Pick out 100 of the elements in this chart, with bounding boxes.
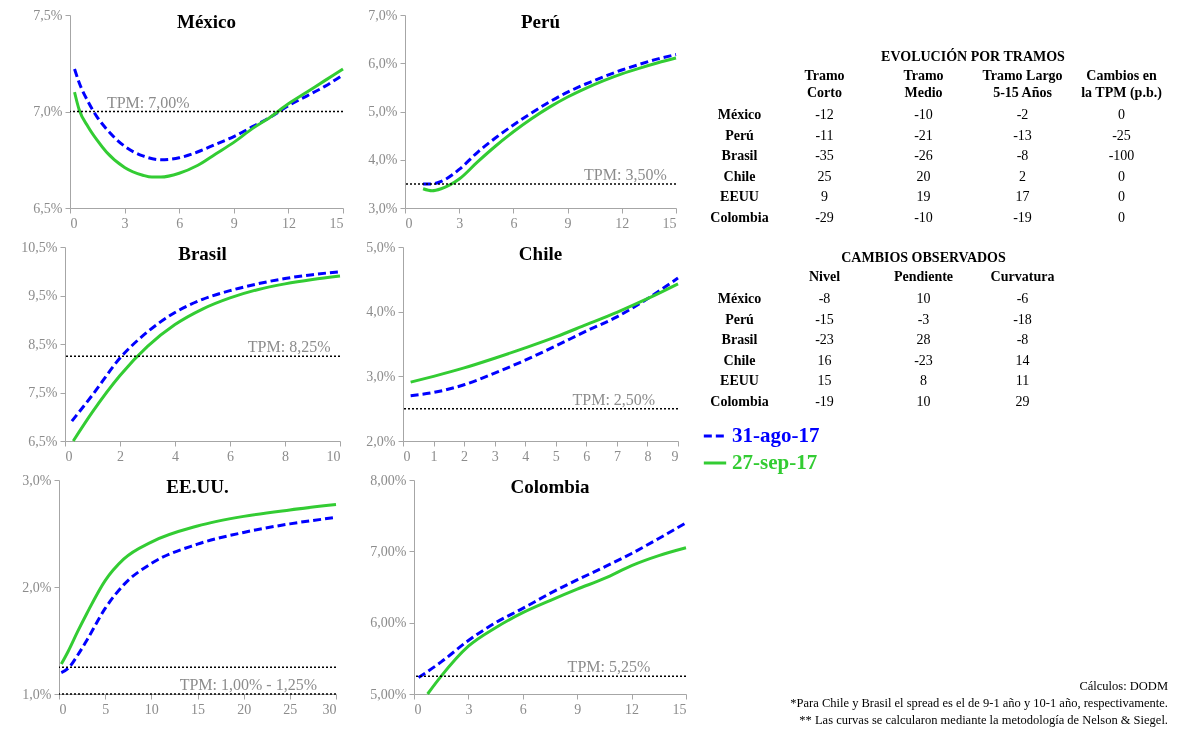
y-tick-label: 6,5% <box>33 200 63 216</box>
y-tick-label: 9,5% <box>28 288 58 303</box>
x-tick-label: 9 <box>574 701 582 717</box>
x-tick-label: 0 <box>403 448 411 464</box>
y-tick-label: 6,0% <box>368 55 398 71</box>
data-label: 0 <box>1118 168 1125 184</box>
y-tick-label: México <box>717 107 762 123</box>
chart-title: Chile <box>518 243 563 264</box>
x-tick-label: 6 <box>227 448 234 464</box>
data-label: -8 <box>1016 148 1029 164</box>
y-tick-label: 1,0% <box>22 686 52 702</box>
legend-label: 31-ago-17 <box>732 423 820 447</box>
annotation: TPM: 7,00% <box>106 93 190 111</box>
x-tick-label: 3 <box>491 448 499 464</box>
y-tick-label: 8,00% <box>370 472 407 488</box>
x-tick-label: Curvatura <box>990 268 1055 284</box>
text: *Para Chile y Brasil el spread es el de 9-1 año y 10-1 año, respectivamente. <box>790 696 1168 710</box>
chart-title: EE.UU. <box>166 476 229 497</box>
data-label: -26 <box>914 148 933 164</box>
data-label: 15 <box>817 373 832 389</box>
data-label: -11 <box>815 127 834 143</box>
x-tick-label: Pendiente <box>893 268 954 284</box>
annotation: TPM: 8,25% <box>247 338 331 356</box>
data-label: 11 <box>1015 373 1030 389</box>
x-tick-label: 12 <box>625 701 640 717</box>
chart-title: CAMBIOS OBSERVADOS <box>841 250 1006 265</box>
y-tick-label: Brasil <box>721 332 758 348</box>
annotation: TPM: 1,00% - 1,25% <box>179 676 317 693</box>
chart-title: Perú <box>520 11 561 32</box>
y-tick-label: 4,0% <box>368 152 398 168</box>
y-tick-label: Chile <box>723 168 756 184</box>
y-tick-label: 3,0% <box>368 200 398 216</box>
y-tick-label: 3,0% <box>366 368 396 384</box>
data-label: -25 <box>1112 127 1131 143</box>
data-label: -23 <box>914 352 933 368</box>
data-label: 17 <box>1015 189 1030 205</box>
x-tick-label: 6 <box>583 448 591 464</box>
annotation: TPM: 5,25% <box>567 658 651 676</box>
data-label: -13 <box>1013 127 1032 143</box>
y-tick-label: 7,00% <box>370 543 407 559</box>
x-tick-label: 1 <box>430 448 438 464</box>
y-tick-label: 2,0% <box>366 433 396 449</box>
x-tick-label: Nivel <box>808 268 841 284</box>
y-tick-label: México <box>717 291 762 307</box>
line-series <box>409 282 680 384</box>
y-tick-label: 7,0% <box>368 7 398 23</box>
x-tick-label: 5 <box>102 701 110 717</box>
x-tick-label: 6 <box>510 215 518 231</box>
data-label: -12 <box>815 107 834 123</box>
data-label: 29 <box>1015 393 1030 409</box>
x-tick-label: Cambios en la TPM (p.b.) <box>1081 67 1163 101</box>
y-tick-label: EEUU <box>720 373 759 389</box>
x-tick-label: 10 <box>144 701 159 717</box>
y-tick-label: 5,0% <box>368 104 398 119</box>
y-tick-label: 10,5% <box>21 239 58 255</box>
y-tick-label: Brasil <box>721 148 758 164</box>
x-tick-label: 0 <box>59 701 67 717</box>
annotation: TPM: 2,50% <box>572 390 656 408</box>
x-tick-label: 0 <box>70 215 78 231</box>
y-tick-label: Colombia <box>710 209 769 225</box>
x-tick-label: 12 <box>281 215 296 231</box>
x-tick-label: 15 <box>662 215 677 231</box>
data-label: 9 <box>821 189 828 205</box>
data-label: -8 <box>818 291 831 307</box>
chart-title: EVOLUCIÓN POR TRAMOS <box>881 48 1066 64</box>
data-label: 10 <box>916 291 931 307</box>
data-label: -21 <box>914 127 933 143</box>
data-label: 28 <box>916 332 931 348</box>
x-tick-label: 6 <box>519 701 527 717</box>
x-tick-label: Tramo Medio <box>903 67 944 100</box>
x-tick-label: 9 <box>564 215 572 231</box>
data-label: -19 <box>1013 209 1032 225</box>
data-label: 19 <box>916 189 931 205</box>
data-label: 10 <box>916 393 931 409</box>
data-label: 16 <box>817 352 832 368</box>
data-label: 0 <box>1118 189 1125 205</box>
x-tick-label: 7 <box>613 448 621 464</box>
x-tick-label: 15 <box>672 701 687 717</box>
x-tick-label: 3 <box>465 701 473 717</box>
x-tick-label: Tramo Largo 5-15 Años <box>982 67 1063 100</box>
x-tick-label: 8 <box>644 448 652 464</box>
x-tick-label: 15 <box>191 701 205 717</box>
x-tick-label: 12 <box>615 215 630 231</box>
y-tick-label: 7,5% <box>33 7 63 23</box>
y-tick-label: 4,0% <box>366 304 396 320</box>
x-tick-label: 3 <box>121 215 129 231</box>
x-tick-label: 10 <box>326 448 341 464</box>
legend-label: 27-sep-17 <box>732 450 818 474</box>
y-tick-label: 7,0% <box>33 104 63 119</box>
data-label: 0 <box>1118 107 1125 123</box>
data-label: -19 <box>815 393 834 409</box>
data-label: -100 <box>1108 148 1135 164</box>
x-tick-label: 25 <box>283 701 298 717</box>
x-tick-label: 0 <box>405 215 413 231</box>
text: Cálculos: DODM <box>1079 679 1168 693</box>
text: ** Las curvas se calcularon mediante la metodología de Nelson & Siegel. <box>799 713 1168 727</box>
y-tick-label: 7,5% <box>28 385 58 400</box>
x-tick-label: 4 <box>172 448 179 464</box>
x-tick-label: 3 <box>456 215 464 231</box>
data-label: -18 <box>1013 311 1032 327</box>
